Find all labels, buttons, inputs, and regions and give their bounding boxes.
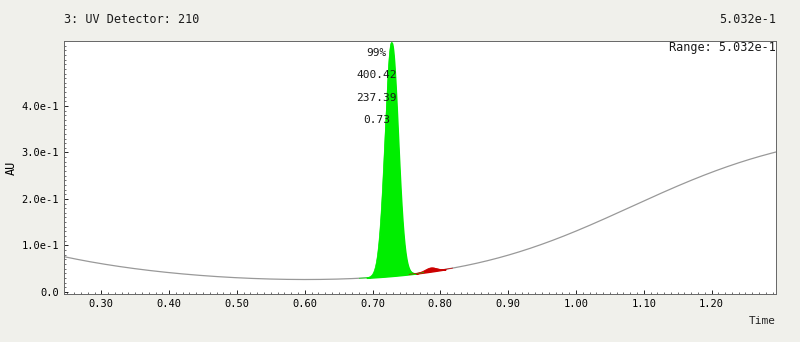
Text: 237.39: 237.39 (356, 93, 397, 103)
Y-axis label: AU: AU (5, 160, 18, 175)
Text: 3: UV Detector: 210: 3: UV Detector: 210 (64, 13, 199, 26)
Text: Time: Time (749, 316, 776, 326)
Text: 400.42: 400.42 (356, 70, 397, 80)
Text: 5.032e-1: 5.032e-1 (719, 13, 776, 26)
Text: Range: 5.032e-1: Range: 5.032e-1 (669, 41, 776, 54)
Text: 99%: 99% (366, 48, 386, 58)
Text: 0.73: 0.73 (363, 115, 390, 125)
